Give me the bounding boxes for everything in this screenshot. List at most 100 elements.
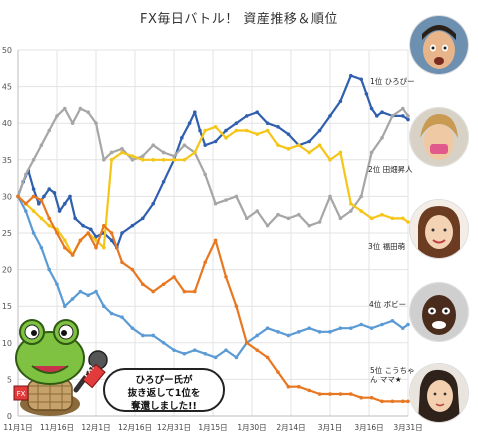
series-3-point — [151, 158, 155, 162]
rank-label-2: 2位 田畑昇人 — [368, 164, 413, 175]
series-5-point — [307, 388, 312, 393]
series-5-point — [380, 399, 384, 404]
series-4-point — [213, 355, 218, 360]
series-2-point — [161, 150, 166, 155]
series-4-point — [234, 355, 239, 360]
series-3-point — [406, 220, 410, 224]
series-4-point — [24, 209, 28, 213]
series-4-point — [328, 330, 332, 334]
series-1-point — [203, 143, 207, 147]
rank-label-1: 1位 ひろぴー — [370, 76, 415, 87]
series-2-point — [369, 150, 374, 155]
y-tick-label: 5 — [7, 375, 12, 384]
series-4-point — [70, 297, 75, 301]
series-4-point — [286, 333, 291, 338]
series-1-point — [81, 223, 85, 228]
series-2-point — [338, 216, 343, 221]
series-4-point — [359, 322, 364, 327]
y-tick-label: 20 — [2, 266, 12, 275]
series-1-point — [180, 136, 184, 140]
series-3-point — [39, 216, 44, 221]
rank-4-name: ボビー — [383, 300, 407, 309]
series-2-point — [406, 114, 410, 118]
x-tick-label: 12月31日 — [157, 423, 191, 432]
series-1-point — [37, 201, 41, 206]
series-2-point — [86, 110, 90, 115]
series-2-point — [297, 212, 301, 217]
series-2-point — [245, 216, 249, 221]
series-4-point — [109, 311, 114, 316]
face-icon — [410, 283, 468, 341]
series-3-point — [102, 245, 106, 250]
y-tick-label: 25 — [2, 229, 12, 238]
series-3-point — [141, 158, 145, 162]
series-5-point — [182, 289, 187, 294]
series-2-point — [24, 172, 28, 177]
series-3-point — [182, 158, 187, 162]
chart-series — [16, 73, 410, 404]
series-3-point — [338, 150, 343, 155]
series-5-point — [31, 194, 36, 199]
series-5-point — [401, 399, 405, 404]
series-4-point — [317, 330, 322, 334]
face-icon — [410, 200, 468, 258]
series-3-point — [380, 212, 384, 217]
series-3-point — [369, 216, 374, 221]
series-2-point — [359, 194, 364, 199]
face-icon — [410, 364, 468, 422]
series-3-point — [109, 158, 114, 162]
series-4-point — [224, 348, 228, 352]
series-1-point — [213, 139, 218, 144]
rank-2: 2位 — [368, 165, 381, 174]
series-1-point — [255, 110, 259, 115]
series-5-point — [47, 216, 51, 221]
series-4-point — [307, 326, 312, 330]
series-3-point — [172, 158, 176, 162]
series-1-point — [120, 231, 124, 235]
series-2-point — [307, 223, 312, 228]
y-tick-label: 50 — [2, 46, 12, 55]
series-5-point — [109, 231, 114, 235]
x-tick-label: 3月16日 — [354, 423, 383, 432]
y-tick-label: 40 — [2, 119, 12, 128]
series-1-point — [401, 114, 405, 118]
avatar-hiropy — [410, 16, 468, 74]
series-5-point — [369, 395, 374, 400]
series-3-point — [349, 201, 353, 206]
avatar-kouchan — [410, 364, 468, 422]
series-3-point — [161, 158, 166, 162]
rank-3-name: 福田萌 — [382, 242, 406, 251]
series-1-point — [47, 187, 51, 191]
series-2-point — [380, 136, 384, 140]
series-4-point — [130, 326, 135, 330]
series-5-point — [55, 231, 59, 235]
series-2-point — [70, 121, 75, 125]
series-2-point — [47, 128, 51, 133]
series-1-point — [245, 114, 249, 118]
series-2-point — [203, 172, 207, 177]
series-3-point — [317, 143, 322, 147]
bubble-line-3: 奪還しました!! — [131, 401, 197, 412]
frog-icon: FX — [13, 319, 108, 416]
rank-label-4: 4位 ボビー — [369, 299, 406, 310]
series-1-point — [375, 114, 379, 118]
series-5-point — [390, 399, 395, 404]
series-3-point — [276, 143, 280, 147]
series-2-point — [120, 147, 124, 151]
series-5-point — [245, 341, 249, 345]
series-4-point — [78, 289, 83, 294]
series-2-point — [286, 216, 291, 221]
series-3-point — [297, 143, 301, 147]
series-1-point — [141, 216, 145, 221]
series-2-point — [55, 114, 59, 118]
series-2-point — [31, 158, 36, 162]
chart-title: FX毎日バトル！ 資産推移＆順位 — [140, 12, 338, 27]
avatar-bobby — [410, 283, 468, 341]
x-tick-label: 11月16日 — [40, 423, 74, 432]
face-icon — [410, 16, 468, 74]
series-1-point — [89, 227, 93, 232]
series-5-point — [359, 395, 364, 400]
series-4-point — [265, 326, 270, 330]
svg-text:FX: FX — [17, 390, 26, 398]
series-2-point — [94, 121, 98, 125]
